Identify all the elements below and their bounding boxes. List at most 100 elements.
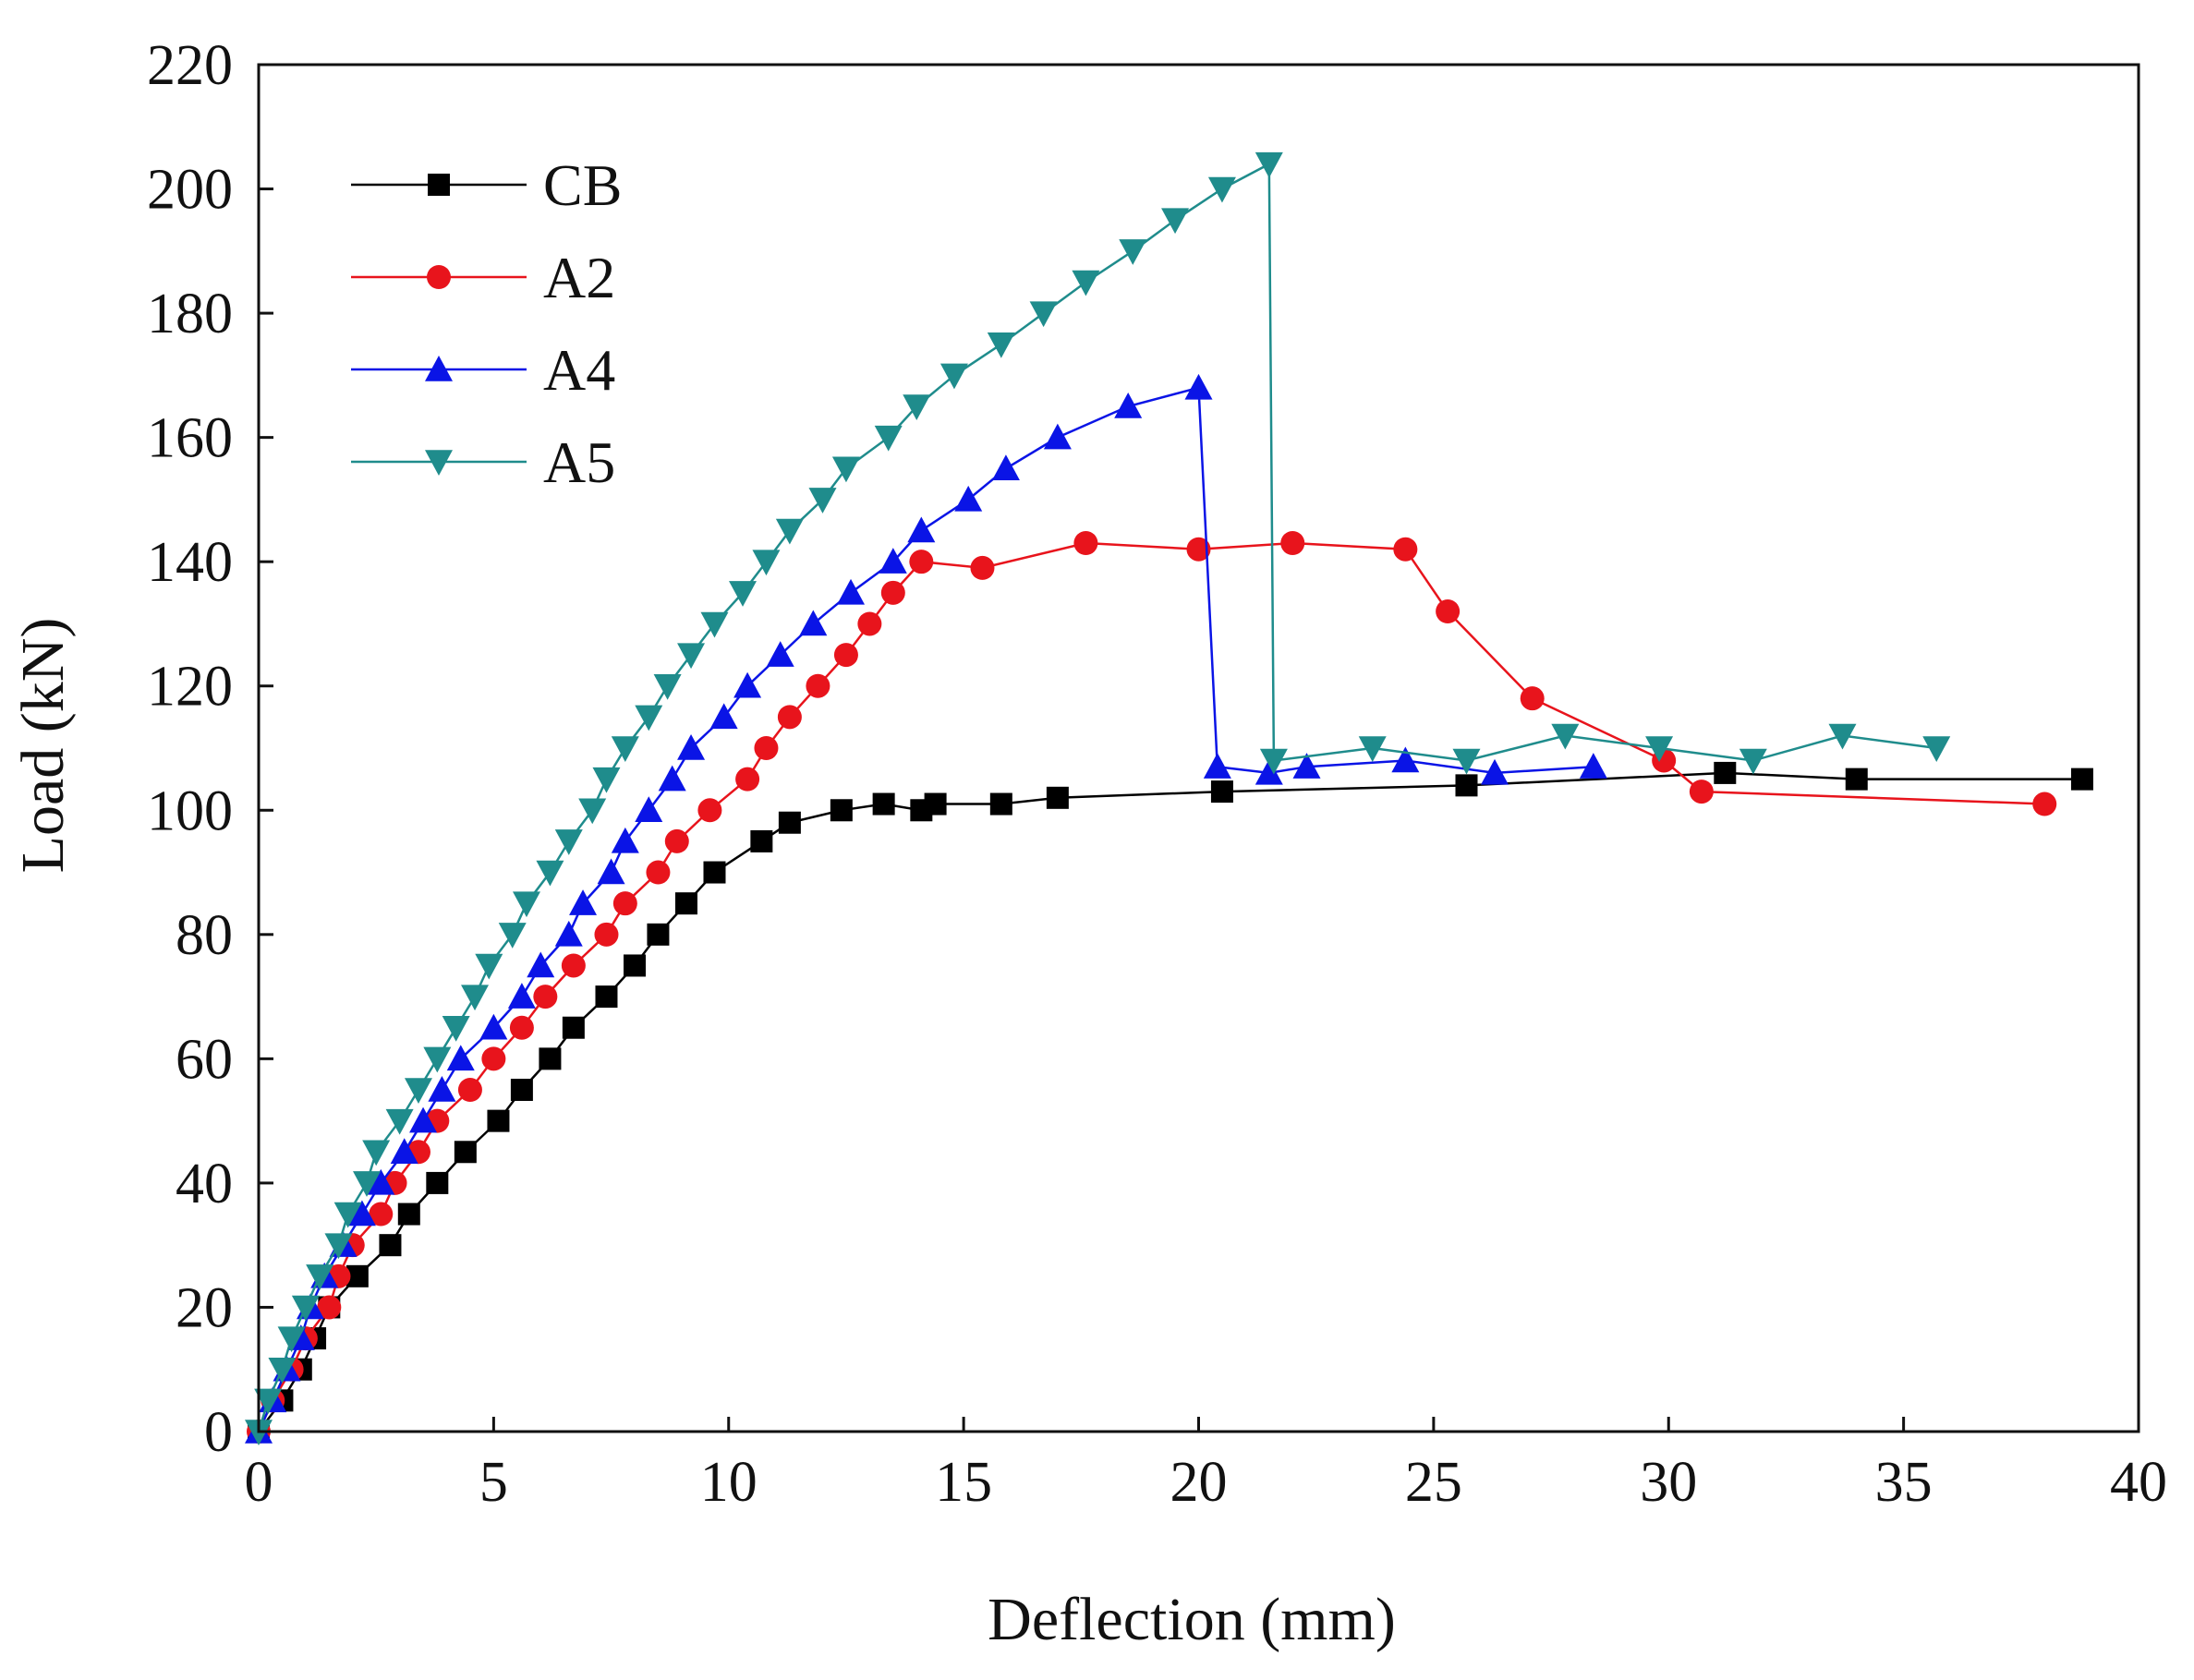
data-point-a4 <box>954 485 983 512</box>
legend-marker-a2 <box>427 265 451 289</box>
plot-frame <box>257 63 2140 1433</box>
data-point-cb <box>454 1141 477 1164</box>
data-point-a5 <box>291 1295 320 1322</box>
data-point-a5 <box>592 767 621 793</box>
data-point-a2 <box>1186 537 1211 562</box>
data-point-cb <box>674 892 697 915</box>
data-point-a5 <box>1739 748 1767 775</box>
data-point-a2 <box>806 673 830 698</box>
data-point-a2 <box>646 860 671 885</box>
x-tick-label: 25 <box>1405 1451 1462 1514</box>
data-point-a5 <box>1029 301 1058 328</box>
data-point-a5 <box>333 1202 362 1228</box>
legend-label-a4: A4 <box>543 337 615 403</box>
y-tick-label: 120 <box>147 656 233 719</box>
data-point-a5 <box>1551 723 1580 750</box>
data-point-a5 <box>808 488 837 514</box>
data-point-a2 <box>533 985 558 1009</box>
data-point-a2 <box>1393 537 1418 562</box>
x-tick-label: 35 <box>1875 1451 1933 1514</box>
data-point-a2 <box>594 922 619 947</box>
data-point-a4 <box>837 578 866 605</box>
data-point-a2 <box>561 953 586 978</box>
series-line-cb <box>258 771 2082 1432</box>
data-point-a4 <box>446 1045 475 1071</box>
data-point-a5 <box>404 1078 432 1104</box>
data-point-cb <box>426 1171 449 1194</box>
data-point-a5 <box>1119 239 1147 265</box>
data-point-a5 <box>461 985 490 1011</box>
y-tick-label: 200 <box>147 159 233 222</box>
data-point-a4 <box>1481 758 1509 785</box>
data-point-a2 <box>481 1046 506 1071</box>
x-tick-label: 40 <box>2110 1451 2167 1514</box>
y-tick-label: 100 <box>147 780 233 842</box>
data-point-a4 <box>569 889 598 915</box>
data-point-a2 <box>754 736 779 760</box>
data-point-a2 <box>697 798 722 823</box>
series-line-a4 <box>257 386 1594 1432</box>
data-point-a5 <box>939 363 968 390</box>
series-a5 <box>245 151 1951 1445</box>
data-point-cb <box>778 811 801 834</box>
data-point-a2 <box>1436 599 1461 623</box>
data-point-a5 <box>277 1326 306 1353</box>
data-point-cb <box>830 799 853 822</box>
data-point-a2 <box>457 1078 482 1102</box>
data-point-a4 <box>635 796 663 823</box>
data-point-cb <box>624 954 646 977</box>
data-point-a4 <box>991 454 1020 481</box>
legend-item-a4: A4 <box>351 337 615 403</box>
data-point-cb <box>397 1203 420 1226</box>
data-point-a4 <box>658 765 686 792</box>
data-point-a5 <box>611 736 639 762</box>
data-point-a5 <box>987 332 1015 358</box>
data-point-a5 <box>1828 723 1857 750</box>
data-point-cb <box>1210 780 1233 804</box>
data-point-a5 <box>1358 736 1387 762</box>
x-tick-label: 15 <box>935 1451 992 1514</box>
legend: CB A2 A4 A5 <box>351 152 622 495</box>
legend-label-a5: A5 <box>543 429 615 495</box>
data-point-a5 <box>353 1171 382 1197</box>
data-point-a5 <box>554 829 583 855</box>
data-point-cb <box>1845 767 1868 791</box>
data-point-a5 <box>385 1108 414 1135</box>
data-point-a4 <box>1043 423 1072 450</box>
y-tick-label: 20 <box>176 1276 233 1339</box>
data-point-cb <box>487 1109 510 1132</box>
data-point-a4 <box>554 920 583 947</box>
data-point-cb <box>1455 774 1478 797</box>
legend-marker-cb <box>428 174 450 196</box>
data-point-a4 <box>709 703 738 730</box>
data-point-a2 <box>880 580 905 605</box>
data-point-cb <box>924 792 947 816</box>
data-point-a4 <box>677 734 706 760</box>
data-point-a5 <box>306 1264 334 1290</box>
data-point-a2 <box>970 555 995 580</box>
data-point-a2 <box>777 705 802 730</box>
data-point-a5 <box>653 673 682 700</box>
y-tick-label: 140 <box>147 531 233 594</box>
data-point-a5 <box>324 1233 353 1260</box>
data-point-a5 <box>512 891 540 918</box>
y-tick-label: 220 <box>147 34 233 97</box>
data-point-a4 <box>1579 753 1607 779</box>
data-point-a2 <box>317 1295 342 1320</box>
y-tick-label: 0 <box>204 1401 233 1464</box>
y-tick-label: 160 <box>147 407 233 470</box>
y-tick-label: 60 <box>176 1028 233 1091</box>
data-point-cb <box>1046 786 1069 809</box>
series-line-a5 <box>257 162 1937 1432</box>
data-point-a5 <box>1922 736 1951 762</box>
data-point-a2 <box>369 1202 394 1227</box>
x-tick-label: 30 <box>1640 1451 1697 1514</box>
x-tick-label: 5 <box>479 1451 508 1514</box>
data-point-a5 <box>677 643 706 670</box>
data-point-a2 <box>1689 780 1714 804</box>
data-point-a4 <box>428 1076 456 1102</box>
data-point-a4 <box>527 951 555 978</box>
data-point-a2 <box>2032 792 2057 816</box>
data-point-a4 <box>507 983 536 1009</box>
data-point-a5 <box>1255 151 1283 178</box>
